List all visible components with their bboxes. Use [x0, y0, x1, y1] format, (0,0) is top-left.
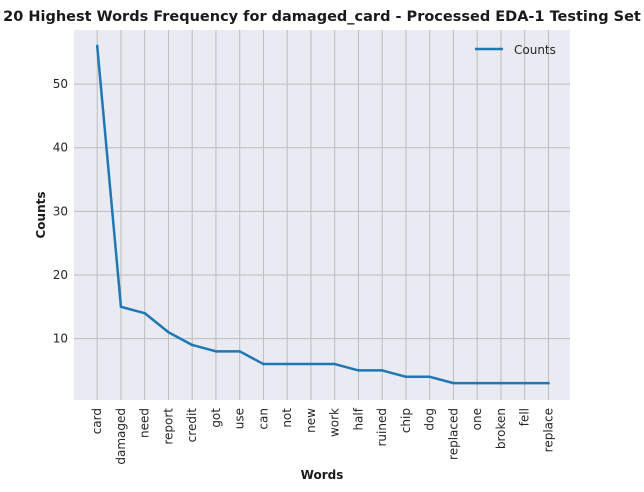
x-tick-label-ruined: ruined [375, 408, 389, 446]
data-point-report [167, 330, 170, 334]
chart-title: 20 Highest Words Frequency for damaged_c… [3, 9, 641, 25]
y-tick-label-30: 30 [53, 204, 68, 218]
y-tick-label-20: 20 [53, 268, 68, 282]
data-point-one [475, 381, 479, 385]
x-tick-label-got: got [209, 408, 223, 428]
data-point-use [238, 350, 241, 353]
x-tick-label-damaged: damaged [114, 408, 128, 465]
series-layer [95, 44, 550, 385]
y-tick-label-10: 10 [53, 332, 68, 346]
x-tick-label-replace: replace [541, 408, 555, 452]
x-tick-label-chip: chip [399, 408, 413, 433]
point-layer [95, 44, 550, 385]
plot-area [74, 30, 570, 400]
x-tick-label-work: work [328, 408, 342, 437]
y-tick-label-50: 50 [53, 77, 68, 91]
x-tick-label-broken: broken [494, 408, 508, 449]
x-tick-label-credit: credit [185, 408, 199, 443]
x-tick-label-not: not [280, 408, 294, 428]
x-tick-labels: card damaged need report credit got use can not n… [90, 407, 555, 464]
x-tick-label-report: report [161, 408, 175, 445]
x-tick-label-can: can [256, 408, 270, 430]
x-tick-label-half: half [351, 407, 365, 430]
data-point-replaced [452, 381, 455, 385]
data-point-ruined [380, 369, 384, 372]
data-point-half [357, 369, 360, 372]
data-point-fell [523, 381, 526, 385]
legend-label-counts: Counts [514, 43, 556, 57]
x-tick-label-dog: dog [423, 408, 437, 431]
data-point-new [309, 362, 313, 366]
data-point-need [143, 311, 146, 315]
x-tick-label-replaced: replaced [446, 408, 460, 460]
data-point-dog [428, 375, 431, 379]
data-point-damaged [119, 305, 123, 309]
data-point-can [262, 362, 265, 366]
data-point-broken [499, 381, 503, 385]
data-point-chip [404, 375, 408, 379]
x-axis-label: Words [301, 468, 344, 482]
y-tick-label-40: 40 [53, 141, 68, 155]
data-point-work [333, 362, 336, 366]
x-tick-label-fell: fell [518, 408, 532, 426]
x-tick-label-one: one [470, 408, 484, 430]
y-tick-labels: 10 20 30 40 50 [53, 77, 68, 346]
data-point-credit [190, 343, 194, 347]
data-point-card [95, 44, 99, 48]
y-gridlines [74, 83, 570, 340]
x-tick-label-card: card [90, 408, 104, 434]
data-point-not [285, 362, 289, 366]
legend: Counts [475, 43, 556, 57]
data-point-got [214, 350, 218, 353]
x-tick-label-need: need [138, 408, 152, 438]
y-axis-label: Counts [34, 191, 48, 238]
series-line-counts [95, 44, 550, 385]
x-tick-label-new: new [304, 408, 318, 433]
data-point-replace [547, 381, 550, 385]
x-tick-label-use: use [233, 408, 247, 429]
